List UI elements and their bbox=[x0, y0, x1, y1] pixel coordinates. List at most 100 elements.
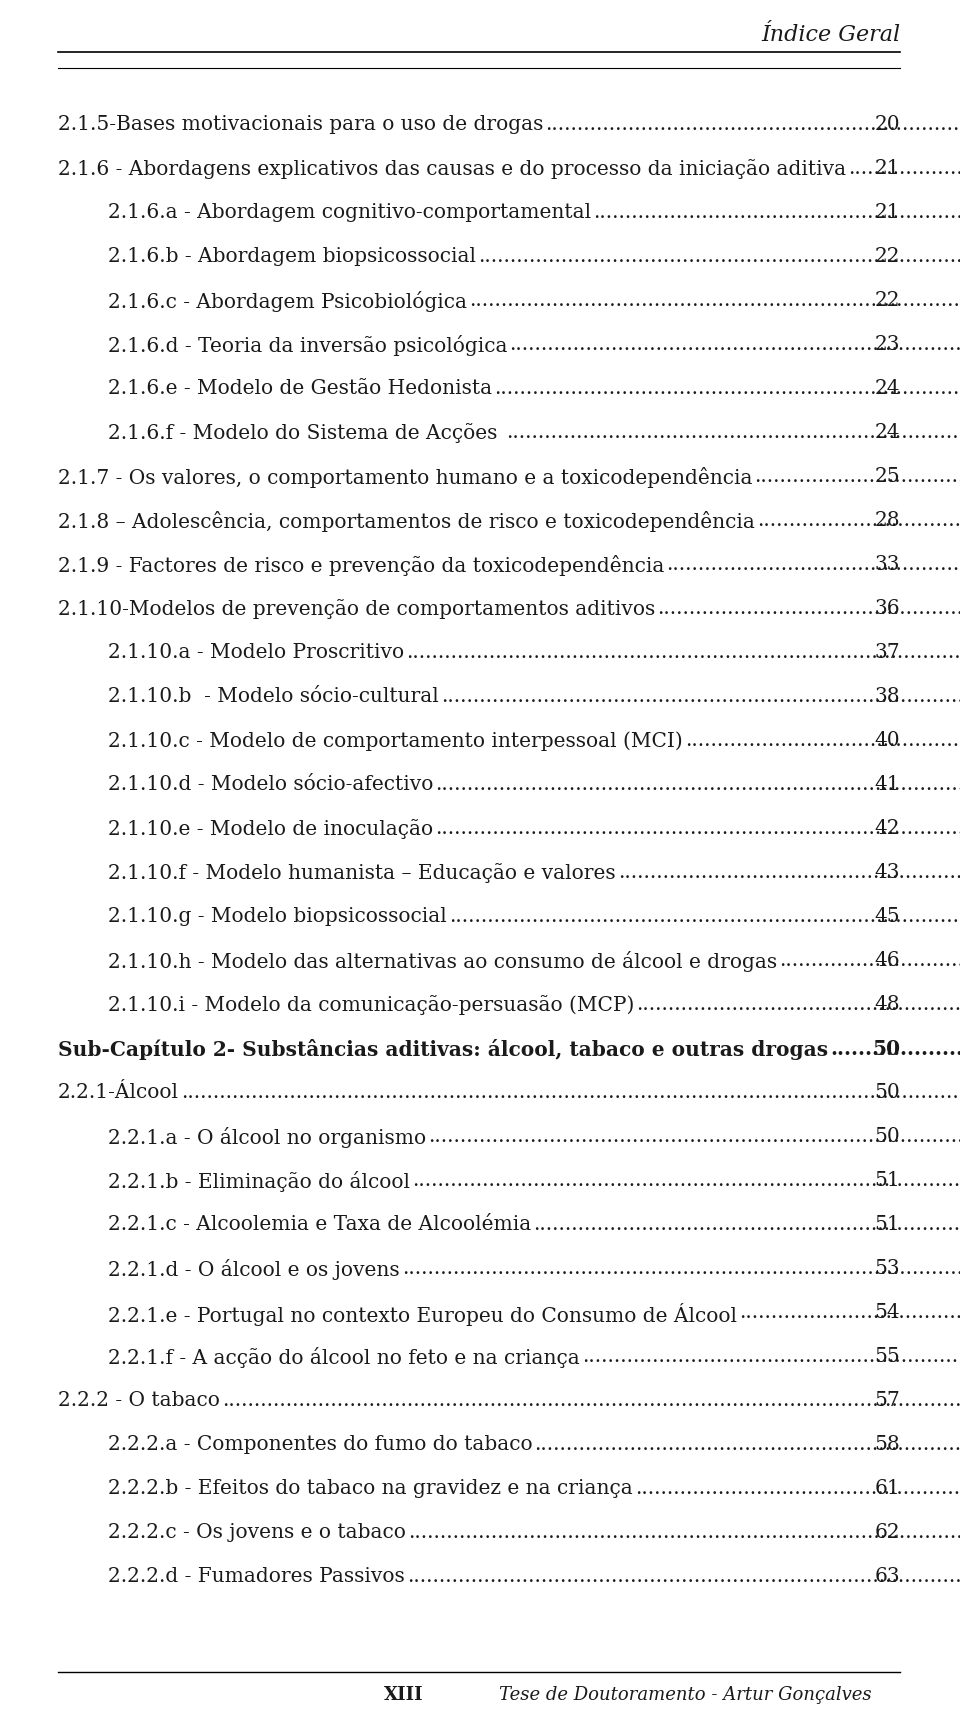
Text: ................................................................................: ........................................… bbox=[739, 1303, 960, 1322]
Text: 62: 62 bbox=[875, 1523, 900, 1542]
Text: 37: 37 bbox=[875, 643, 900, 662]
Text: 2.1.10.b  - Modelo sócio-cultural: 2.1.10.b - Modelo sócio-cultural bbox=[108, 687, 439, 706]
Text: 25: 25 bbox=[875, 467, 900, 486]
Text: 51: 51 bbox=[875, 1172, 900, 1191]
Text: ................................................................................: ........................................… bbox=[593, 203, 960, 222]
Text: 51: 51 bbox=[875, 1215, 900, 1234]
Text: 2.2.1.c - Alcoolemia e Taxa de Alcoolémia: 2.2.1.c - Alcoolemia e Taxa de Alcoolémi… bbox=[108, 1215, 531, 1234]
Text: 2.1.8 – Adolescência, comportamentos de risco e toxicodependência: 2.1.8 – Adolescência, comportamentos de … bbox=[58, 512, 755, 532]
Text: 2.2.1.f - A acção do álcool no feto e na criança: 2.2.1.f - A acção do álcool no feto e na… bbox=[108, 1347, 580, 1368]
Text: ................................................................................: ........................................… bbox=[478, 246, 960, 265]
Text: ................................................................................: ........................................… bbox=[428, 1127, 960, 1146]
Text: ................................................................................: ........................................… bbox=[582, 1347, 960, 1366]
Text: 21: 21 bbox=[875, 159, 900, 177]
Text: 50: 50 bbox=[872, 1039, 900, 1060]
Text: ................................................................................: ........................................… bbox=[545, 115, 960, 134]
Text: 55: 55 bbox=[875, 1347, 900, 1366]
Text: ................................................................................: ........................................… bbox=[448, 906, 960, 925]
Text: ................................................................................: ........................................… bbox=[830, 1039, 960, 1060]
Text: 50: 50 bbox=[875, 1127, 900, 1146]
Text: 2.2.1.e - Portugal no contexto Europeu do Consumo de Álcool: 2.2.1.e - Portugal no contexto Europeu d… bbox=[108, 1303, 737, 1327]
Text: 28: 28 bbox=[875, 512, 900, 531]
Text: Índice Geral: Índice Geral bbox=[761, 24, 900, 47]
Text: 43: 43 bbox=[875, 863, 900, 882]
Text: 2.2.2 - O tabaco: 2.2.2 - O tabaco bbox=[58, 1390, 220, 1409]
Text: 40: 40 bbox=[875, 731, 900, 750]
Text: 58: 58 bbox=[875, 1435, 900, 1454]
Text: ................................................................................: ........................................… bbox=[658, 600, 960, 619]
Text: 50: 50 bbox=[875, 1084, 900, 1103]
Text: ................................................................................: ........................................… bbox=[406, 643, 960, 662]
Text: 2.1.10.c - Modelo de comportamento interpessoal (MCI): 2.1.10.c - Modelo de comportamento inter… bbox=[108, 731, 683, 751]
Text: 2.1.6 - Abordagens explicativos das causas e do processo da iniciação aditiva: 2.1.6 - Abordagens explicativos das caus… bbox=[58, 159, 846, 179]
Text: 2.2.2.d - Fumadores Passivos: 2.2.2.d - Fumadores Passivos bbox=[108, 1566, 405, 1585]
Text: ................................................................................: ........................................… bbox=[755, 467, 960, 486]
Text: 42: 42 bbox=[875, 818, 900, 837]
Text: 2.1.10-Modelos de prevenção de comportamentos aditivos: 2.1.10-Modelos de prevenção de comportam… bbox=[58, 600, 656, 619]
Text: 21: 21 bbox=[875, 203, 900, 222]
Text: 24: 24 bbox=[875, 379, 900, 398]
Text: 2.1.6.e - Modelo de Gestão Hedonista: 2.1.6.e - Modelo de Gestão Hedonista bbox=[108, 379, 492, 398]
Text: 2.1.10.i - Modelo da comunicação-persuasão (MCP): 2.1.10.i - Modelo da comunicação-persuas… bbox=[108, 994, 635, 1015]
Text: Sub-Capítulo 2- Substâncias aditivas: álcool, tabaco e outras drogas: Sub-Capítulo 2- Substâncias aditivas: ál… bbox=[58, 1039, 828, 1060]
Text: 2.1.6.d - Teoria da inversão psicológica: 2.1.6.d - Teoria da inversão psicológica bbox=[108, 334, 508, 357]
Text: 41: 41 bbox=[875, 775, 900, 794]
Text: ................................................................................: ........................................… bbox=[494, 379, 960, 398]
Text: ................................................................................: ........................................… bbox=[617, 863, 960, 882]
Text: 2.2.2.b - Efeitos do tabaco na gravidez e na criança: 2.2.2.b - Efeitos do tabaco na gravidez … bbox=[108, 1478, 633, 1497]
Text: 45: 45 bbox=[875, 906, 900, 925]
Text: ................................................................................: ........................................… bbox=[408, 1523, 960, 1542]
Text: 2.1.10.d - Modelo sócio-afectivo: 2.1.10.d - Modelo sócio-afectivo bbox=[108, 775, 433, 794]
Text: ................................................................................: ........................................… bbox=[636, 994, 960, 1015]
Text: 57: 57 bbox=[875, 1390, 900, 1409]
Text: ................................................................................: ........................................… bbox=[441, 687, 960, 706]
Text: 2.1.10.f - Modelo humanista – Educação e valores: 2.1.10.f - Modelo humanista – Educação e… bbox=[108, 863, 615, 882]
Text: ................................................................................: ........................................… bbox=[401, 1260, 960, 1278]
Text: ................................................................................: ........................................… bbox=[436, 775, 960, 794]
Text: ................................................................................: ........................................… bbox=[407, 1566, 960, 1585]
Text: 2.1.10.h - Modelo das alternativas ao consumo de álcool e drogas: 2.1.10.h - Modelo das alternativas ao co… bbox=[108, 951, 778, 972]
Text: 54: 54 bbox=[875, 1303, 900, 1322]
Text: 2.1.6.f - Modelo do Sistema de Acções: 2.1.6.f - Modelo do Sistema de Acções bbox=[108, 424, 504, 443]
Text: 2.1.10.a - Modelo Proscritivo: 2.1.10.a - Modelo Proscritivo bbox=[108, 643, 404, 662]
Text: ................................................................................: ........................................… bbox=[510, 334, 960, 353]
Text: 2.1.5-Bases motivacionais para o uso de drogas: 2.1.5-Bases motivacionais para o uso de … bbox=[58, 115, 543, 134]
Text: 24: 24 bbox=[875, 424, 900, 443]
Text: ................................................................................: ........................................… bbox=[684, 731, 960, 750]
Text: 38: 38 bbox=[875, 687, 900, 706]
Text: ................................................................................: ........................................… bbox=[412, 1172, 960, 1191]
Text: 61: 61 bbox=[875, 1478, 900, 1497]
Text: ................................................................................: ........................................… bbox=[533, 1215, 960, 1234]
Text: 2.1.6.b - Abordagem biopsicossocial: 2.1.6.b - Abordagem biopsicossocial bbox=[108, 246, 476, 265]
Text: 2.2.1.d - O álcool e os jovens: 2.2.1.d - O álcool e os jovens bbox=[108, 1260, 399, 1280]
Text: ................................................................................: ........................................… bbox=[780, 951, 960, 970]
Text: 46: 46 bbox=[875, 951, 900, 970]
Text: ................................................................................: ........................................… bbox=[506, 424, 960, 443]
Text: 22: 22 bbox=[875, 291, 900, 310]
Text: 2.2.1.b - Eliminação do álcool: 2.2.1.b - Eliminação do álcool bbox=[108, 1172, 410, 1192]
Text: ................................................................................: ........................................… bbox=[222, 1390, 960, 1409]
Text: Tese de Doutoramento - Artur Gonçalves: Tese de Doutoramento - Artur Gonçalves bbox=[499, 1687, 872, 1704]
Text: 2.1.10.g - Modelo biopsicossocial: 2.1.10.g - Modelo biopsicossocial bbox=[108, 906, 446, 925]
Text: 33: 33 bbox=[875, 555, 900, 574]
Text: ................................................................................: ........................................… bbox=[666, 555, 960, 574]
Text: 20: 20 bbox=[875, 115, 900, 134]
Text: XIII: XIII bbox=[383, 1687, 423, 1704]
Text: 2.2.2.c - Os jovens e o tabaco: 2.2.2.c - Os jovens e o tabaco bbox=[108, 1523, 406, 1542]
Text: 2.1.10.e - Modelo de inoculação: 2.1.10.e - Modelo de inoculação bbox=[108, 818, 433, 839]
Text: ................................................................................: ........................................… bbox=[435, 818, 960, 837]
Text: 53: 53 bbox=[875, 1260, 900, 1278]
Text: 22: 22 bbox=[875, 246, 900, 265]
Text: ................................................................................: ........................................… bbox=[635, 1478, 960, 1497]
Text: 2.2.1.a - O álcool no organismo: 2.2.1.a - O álcool no organismo bbox=[108, 1127, 426, 1148]
Text: 36: 36 bbox=[875, 600, 900, 619]
Text: 2.1.6.c - Abordagem Psicobiológica: 2.1.6.c - Abordagem Psicobiológica bbox=[108, 291, 467, 312]
Text: 2.1.7 - Os valores, o comportamento humano e a toxicodependência: 2.1.7 - Os valores, o comportamento huma… bbox=[58, 467, 753, 488]
Text: 2.2.1-Álcool: 2.2.1-Álcool bbox=[58, 1084, 179, 1103]
Text: ................................................................................: ........................................… bbox=[756, 512, 960, 531]
Text: ................................................................................: ........................................… bbox=[181, 1084, 960, 1103]
Text: 2.1.6.a - Abordagem cognitivo-comportamental: 2.1.6.a - Abordagem cognitivo-comportame… bbox=[108, 203, 591, 222]
Text: ................................................................................: ........................................… bbox=[535, 1435, 960, 1454]
Text: 2.1.9 - Factores de risco e prevenção da toxicodependência: 2.1.9 - Factores de risco e prevenção da… bbox=[58, 555, 664, 575]
Text: ................................................................................: ........................................… bbox=[469, 291, 960, 310]
